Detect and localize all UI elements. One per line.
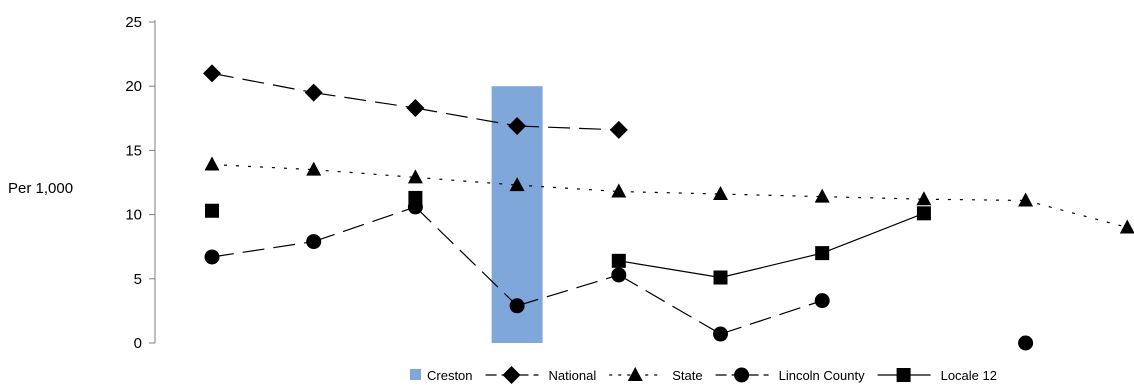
y-tick-label: 0 bbox=[134, 335, 142, 352]
legend-marker bbox=[896, 368, 911, 382]
line-segment bbox=[822, 196, 924, 200]
data-point bbox=[611, 183, 627, 198]
line-segment bbox=[516, 274, 619, 307]
legend-item-locale-12: Locale 12 bbox=[877, 368, 997, 383]
data-point bbox=[814, 188, 830, 203]
line-layer bbox=[203, 64, 1134, 351]
line-segment bbox=[415, 107, 518, 127]
data-point bbox=[609, 120, 628, 139]
line-segment bbox=[313, 92, 416, 109]
legend-label: Locale 12 bbox=[941, 368, 997, 383]
line-segment bbox=[211, 240, 314, 258]
line-segment bbox=[1025, 199, 1128, 229]
data-point bbox=[204, 249, 220, 265]
data-point bbox=[1018, 192, 1034, 207]
data-point bbox=[916, 191, 932, 206]
data-point bbox=[205, 203, 219, 218]
legend-label: Lincoln County bbox=[779, 368, 865, 383]
data-point bbox=[508, 117, 527, 136]
data-point bbox=[408, 190, 423, 205]
line-segment bbox=[313, 169, 416, 178]
line-segment bbox=[618, 274, 721, 335]
line-segment bbox=[923, 198, 1026, 202]
data-point bbox=[1119, 219, 1134, 234]
legend-swatch bbox=[410, 369, 421, 380]
y-axis: 0 5 10 15 20 25 bbox=[125, 14, 156, 352]
line-segment bbox=[720, 193, 823, 198]
line-segment bbox=[720, 300, 823, 335]
line-segment bbox=[211, 72, 314, 94]
line-segment bbox=[821, 212, 925, 254]
series-state bbox=[204, 156, 1134, 234]
data-point bbox=[306, 234, 322, 250]
data-point bbox=[916, 206, 931, 221]
data-point bbox=[203, 64, 221, 83]
legend-label: Creston bbox=[427, 368, 473, 383]
legend-marker bbox=[502, 366, 521, 384]
data-point bbox=[713, 270, 728, 285]
y-tick-label: 20 bbox=[125, 78, 142, 95]
legend-item-national: National bbox=[485, 366, 597, 384]
line-segment bbox=[313, 206, 416, 243]
legend-marker bbox=[734, 367, 750, 383]
y-tick-label: 10 bbox=[125, 207, 142, 224]
series-national bbox=[203, 64, 628, 139]
data-point bbox=[713, 186, 728, 201]
data-point bbox=[1018, 335, 1034, 351]
line-segment bbox=[618, 190, 721, 195]
series-locale-12 bbox=[205, 190, 931, 285]
data-point bbox=[306, 161, 322, 176]
legend-item-creston: Creston bbox=[410, 368, 473, 383]
data-point bbox=[814, 293, 830, 309]
series-lincoln-county bbox=[204, 199, 1034, 351]
line-segment bbox=[618, 260, 721, 279]
data-point bbox=[407, 169, 423, 184]
line-segment bbox=[720, 252, 823, 279]
line-segment bbox=[517, 184, 619, 193]
legend-label: National bbox=[549, 368, 597, 383]
legend: Creston National State Lincoln County Locale… bbox=[410, 366, 997, 384]
data-point bbox=[815, 246, 830, 261]
legend-marker bbox=[627, 367, 643, 381]
legend-item-state: State bbox=[609, 367, 703, 383]
y-tick-label: 5 bbox=[134, 271, 142, 288]
legend-item-lincoln-county: Lincoln County bbox=[715, 367, 865, 383]
line-segment bbox=[414, 206, 518, 307]
line-segment bbox=[415, 176, 518, 186]
data-point bbox=[204, 156, 220, 171]
data-point bbox=[406, 99, 425, 118]
line-segment bbox=[517, 125, 619, 131]
y-tick-label: 25 bbox=[125, 14, 142, 31]
data-point bbox=[509, 298, 525, 314]
line-segment bbox=[211, 163, 314, 171]
data-point bbox=[611, 267, 627, 283]
data-point bbox=[713, 326, 728, 342]
y-axis-label: Per 1,000 bbox=[8, 180, 73, 197]
legend-label: State bbox=[672, 368, 702, 383]
data-point bbox=[611, 253, 626, 268]
y-tick-label: 15 bbox=[125, 142, 142, 159]
data-point bbox=[304, 83, 323, 102]
data-point bbox=[509, 177, 525, 192]
